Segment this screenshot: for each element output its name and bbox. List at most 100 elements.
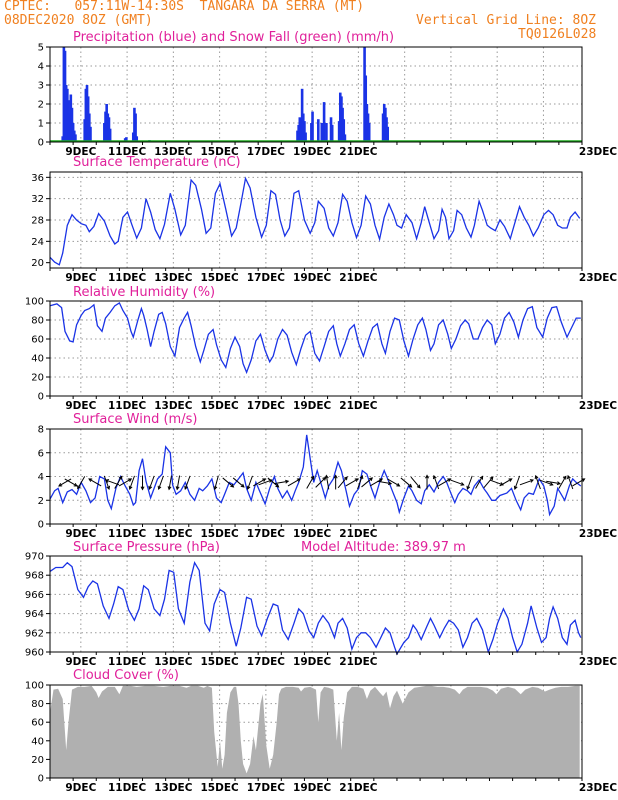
wind-arrow [157,475,164,490]
wind-ytick-label: 6 [38,448,44,459]
wind-arrow-shaft [369,478,383,487]
temp-title: Surface Temperature (nC) [73,155,241,170]
wind-arrow-head [556,481,562,486]
wind-arrow-shaft [118,478,132,487]
header-date-line: 08DEC2020 8OZ (GMT) [4,13,153,28]
wind-arrow [64,478,78,487]
wind-arrow-head [88,478,93,482]
wind-arrow [345,478,359,487]
wind-arrow [499,478,513,487]
wind-arrow-shaft [483,476,494,489]
precip-xtick-label: 23DEC [579,146,618,158]
wind-arrow-shaft [88,478,102,487]
rh-line [49,301,581,375]
wind-arrow [534,474,541,490]
rh-ytick-label: 60 [31,335,44,346]
wind-arrow-head [175,486,180,491]
wind-arrow-shaft [176,475,181,490]
wind-arrow-head [513,485,518,490]
wind-arrow-head [359,474,364,480]
wind-xtick-label: 21DEC [339,528,378,540]
rh-xtick-label: 9DEC [65,400,96,412]
wind-arrow [410,476,421,489]
precip-bar [317,119,320,142]
wind-arrow-head [167,486,172,491]
wind-arrow-shaft [253,478,266,487]
wind-ytick-label: 8 [38,425,44,436]
wind-arrow-head [148,485,153,490]
wind-arrow [539,479,554,486]
wind-xtick-label: 23DEC [579,528,618,540]
wind-arrow [140,475,145,491]
wind-arrow-head [230,483,235,488]
wind-arrow-head [140,486,145,491]
precip-xtick-label: 9DEC [65,146,96,158]
wind-arrow [274,479,290,485]
wind-arrow-shaft [267,477,279,488]
precip-xtick-label: 11DEC [108,146,147,158]
precip-frame [49,46,583,143]
wind-ytick-label: 0 [38,520,44,531]
panel-wind: Surface Wind (m/s) 0 2 4 6 8 9DEC 11DEC 13DEC 15D… [38,412,618,540]
cloud-xtick-label: 19DEC [293,782,332,794]
wind-arrow-shaft [357,475,363,490]
wind-arrow-shaft [539,479,553,486]
wind-xtick-label: 17DEC [247,528,286,540]
wind-arrow-shaft [232,477,245,488]
cloud-xtick-label: 9DEC [65,782,96,794]
header-grid-line-note: Vertical Grid Line: 8OZ [416,13,597,28]
pres-frame [49,555,583,653]
wind-arrow [450,479,465,486]
rh-xtick-label: 13DEC [154,400,193,412]
wind-arrow [232,477,245,488]
panel-pres: Surface Pressure (hPa) Model Altitude: 38… [25,540,617,668]
wind-arrow-shaft [222,477,234,488]
cloud-xtick-label: 13DEC [154,782,193,794]
cloud-cover-area [50,685,580,778]
wind-arrow-head [324,474,329,479]
cloud-ytick-label: 40 [31,736,44,747]
wind-arrow [213,475,219,491]
wind-arrow [558,475,567,489]
precip-xtick-label: 21DEC [339,146,378,158]
wind-xtick-label: 11DEC [108,528,147,540]
wind-arrow-shaft [466,475,473,490]
precip-bar [343,134,347,142]
wind-arrow-head [106,485,111,490]
temp-xtick-label: 19DEC [293,272,332,284]
rh-ytick-label: 0 [38,392,44,403]
wind-arrow [489,479,504,486]
pres-ytick-label: 970 [25,552,44,563]
wind-arrow-shaft [337,476,348,489]
wind-arrow-shaft [450,479,464,486]
wind-arrow-head [73,482,78,487]
wind-arrow-shaft [214,475,219,490]
rh-xtick-label: 21DEC [339,400,378,412]
temp-xtick-label: 17DEC [247,272,286,284]
temp-ytick-label: 36 [31,173,44,184]
wind-arrow [114,475,123,489]
precip-xtick-label: 19DEC [293,146,332,158]
precip-bar [89,126,92,142]
pres-xtick-label: 19DEC [293,656,332,668]
wind-arrow-shaft [168,475,172,490]
panel-temp: Surface Temperature (nC) 20 24 28 32 36 9DEC 11… [31,155,617,284]
pres-ytick-label: 960 [25,648,44,659]
cloud-ytick-label: 80 [31,699,44,710]
precip-bar [108,128,112,142]
wind-xtick-label: 9DEC [65,528,96,540]
temp-ytick-label: 20 [31,258,44,269]
precip-bar [134,113,137,142]
wind-arrow-head [77,485,81,490]
wind-arrow-shaft [546,480,561,485]
wind-arrow [128,475,135,490]
pres-ytick-label: 968 [25,571,44,582]
wind-arrow [466,475,473,490]
pres-xtick-label: 13DEC [154,656,193,668]
wind-arrow [287,478,301,487]
rh-ytick-label: 40 [31,354,44,365]
precip-bar [311,111,314,142]
wind-arrow-shaft [558,476,567,489]
pres-subtitle: Model Altitude: 389.97 m [301,540,466,555]
wind-arrow-shaft [103,475,110,490]
